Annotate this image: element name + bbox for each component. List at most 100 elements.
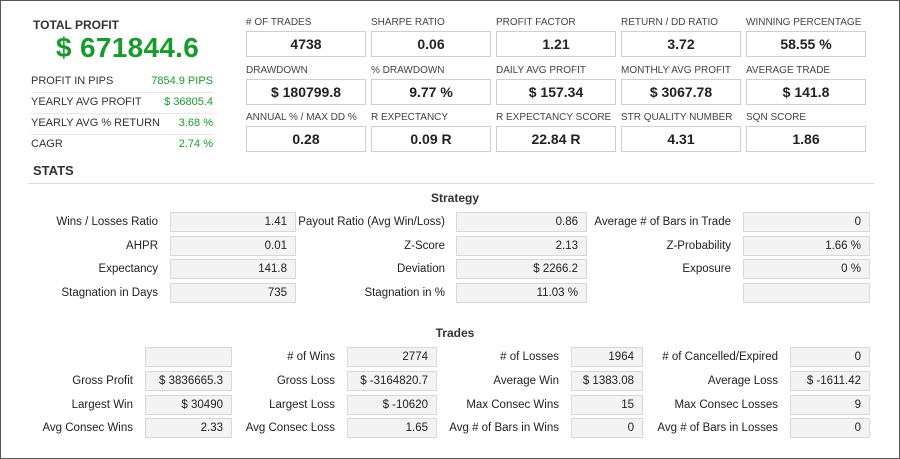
stat-label: Max Consec Wins [466,399,559,411]
metric-value: $ 180799.8 [246,79,366,105]
metric-label: RETURN / DD RATIO [621,17,719,28]
stat-label: Deviation [397,263,445,275]
metric-value: 1.86 [746,126,866,152]
stat-value: $ 1383.08 [571,371,643,391]
stat-value: 1.66 % [743,236,870,256]
stat-value: 1.41 [170,212,296,232]
metric-label: MONTHLY AVG PROFIT [621,65,732,76]
metric-value: 4738 [246,31,366,57]
stat-value: 0 % [743,259,870,279]
metric-card: PROFIT FACTOR 1.21 [496,17,616,57]
stat-value: $ -1611.42 [790,371,870,391]
stat-value: $ -10620 [347,395,437,415]
metric-label: STR QUALITY NUMBER [621,112,733,123]
metric-label: % DRAWDOWN [371,65,445,76]
stat-label: # of Wins [287,351,335,363]
summary-row-value: 3.68 % [178,117,213,129]
metric-card: STR QUALITY NUMBER 4.31 [621,112,741,152]
divider [31,113,213,114]
stat-label: Avg # of Bars in Losses [657,422,778,434]
stat-value: $ 2266.2 [456,259,587,279]
summary-row-value: 7854.9 PIPS [151,75,213,87]
stats-heading: STATS [33,163,74,178]
stat-label: Max Consec Losses [674,399,778,411]
stat-label: Z-Score [404,240,445,252]
summary-row-profit-in-pips: PROFIT IN PIPS 7854.9 PIPS [31,75,213,93]
summary-row-yearly-avg-return: YEARLY AVG % RETURN 3.68 % [31,117,213,135]
metric-card: AVERAGE TRADE $ 141.8 [746,65,866,105]
stat-label [0,347,133,367]
stat-value: 0 [790,418,870,438]
metric-label: R EXPECTANCY [371,112,449,123]
metric-label: ANNUAL % / MAX DD % [246,112,357,123]
metric-card: SHARPE RATIO 0.06 [371,17,491,57]
metric-card: SQN SCORE 1.86 [746,112,866,152]
stat-value: 0 [790,347,870,367]
stat-label: Gross Loss [276,375,335,387]
metric-value: 22.84 R [496,126,616,152]
metric-card: # OF TRADES 4738 [246,17,366,57]
strategy-heading: Strategy [430,191,480,205]
total-profit-value: $ 671844.6 [56,32,200,63]
metric-label: DRAWDOWN [246,65,308,76]
summary-row-label: YEARLY AVG % RETURN [31,117,160,129]
summary-row-value: $ 36805.4 [164,96,213,108]
metric-value: $ 3067.78 [621,79,741,105]
metric-label: # OF TRADES [246,17,312,28]
metric-value: 58.55 % [746,31,866,57]
stat-value: 15 [571,395,643,415]
total-profit-label: TOTAL PROFIT [33,18,119,32]
metric-card: R EXPECTANCY 0.09 R [371,112,491,152]
stat-label: Stagnation in Days [61,287,158,299]
stat-label: Largest Win [71,399,133,411]
stat-label: Z-Probability [666,240,731,252]
summary-row-cagr: CAGR 2.74 % [31,138,213,156]
stat-value: 0 [743,212,870,232]
stat-label: Average Win [493,375,559,387]
stat-label: Exposure [682,263,731,275]
stat-label: Wins / Losses Ratio [56,216,158,228]
metric-card: DAILY AVG PROFIT $ 157.34 [496,65,616,105]
metric-value: 0.06 [371,31,491,57]
metric-card: ANNUAL % / MAX DD % 0.28 [246,112,366,152]
summary-row-yearly-avg-profit: YEARLY AVG PROFIT $ 36805.4 [31,96,213,114]
stat-value: $ 30490 [145,395,232,415]
stat-value: $ -3164820.7 [347,371,437,391]
stat-label: AHPR [126,240,158,252]
stat-label: Payout Ratio (Avg Win/Loss) [298,216,445,228]
metric-value: 1.21 [496,31,616,57]
stat-label: Stagnation in % [364,287,445,299]
metric-value: $ 141.8 [746,79,866,105]
stat-label: Gross Profit [72,375,133,387]
stat-label: Expectancy [98,263,158,275]
stat-value: 141.8 [170,259,296,279]
stat-value: 0.86 [456,212,587,232]
stat-value: 9 [790,395,870,415]
stat-value: 0 [571,418,643,438]
stat-label [531,283,731,303]
divider [31,134,213,135]
stat-value: 0.01 [170,236,296,256]
metric-label: SQN SCORE [746,112,807,123]
summary-row-label: CAGR [31,138,63,150]
metric-card: WINNING PERCENTAGE 58.55 % [746,17,866,57]
stat-label: Avg # of Bars in Wins [449,422,559,434]
stat-label: Avg Consec Loss [245,422,335,434]
summary-row-value: 2.74 % [178,138,213,150]
metric-card: MONTHLY AVG PROFIT $ 3067.78 [621,65,741,105]
metric-label: DAILY AVG PROFIT [496,65,587,76]
stat-label: # of Losses [500,351,559,363]
metric-label: SHARPE RATIO [371,17,445,28]
metric-value: 0.28 [246,126,366,152]
summary-row-label: YEARLY AVG PROFIT [31,96,142,108]
metric-card: R EXPECTANCY SCORE 22.84 R [496,112,616,152]
stat-label: # of Cancelled/Expired [662,351,778,363]
stat-label: Average # of Bars in Trade [594,216,731,228]
metric-label: R EXPECTANCY SCORE [496,112,612,123]
metric-value: 4.31 [621,126,741,152]
metric-value: 3.72 [621,31,741,57]
metric-value: 0.09 R [371,126,491,152]
stat-value: 735 [170,283,296,303]
stat-label: Largest Loss [269,399,335,411]
trades-heading: Trades [435,326,475,340]
